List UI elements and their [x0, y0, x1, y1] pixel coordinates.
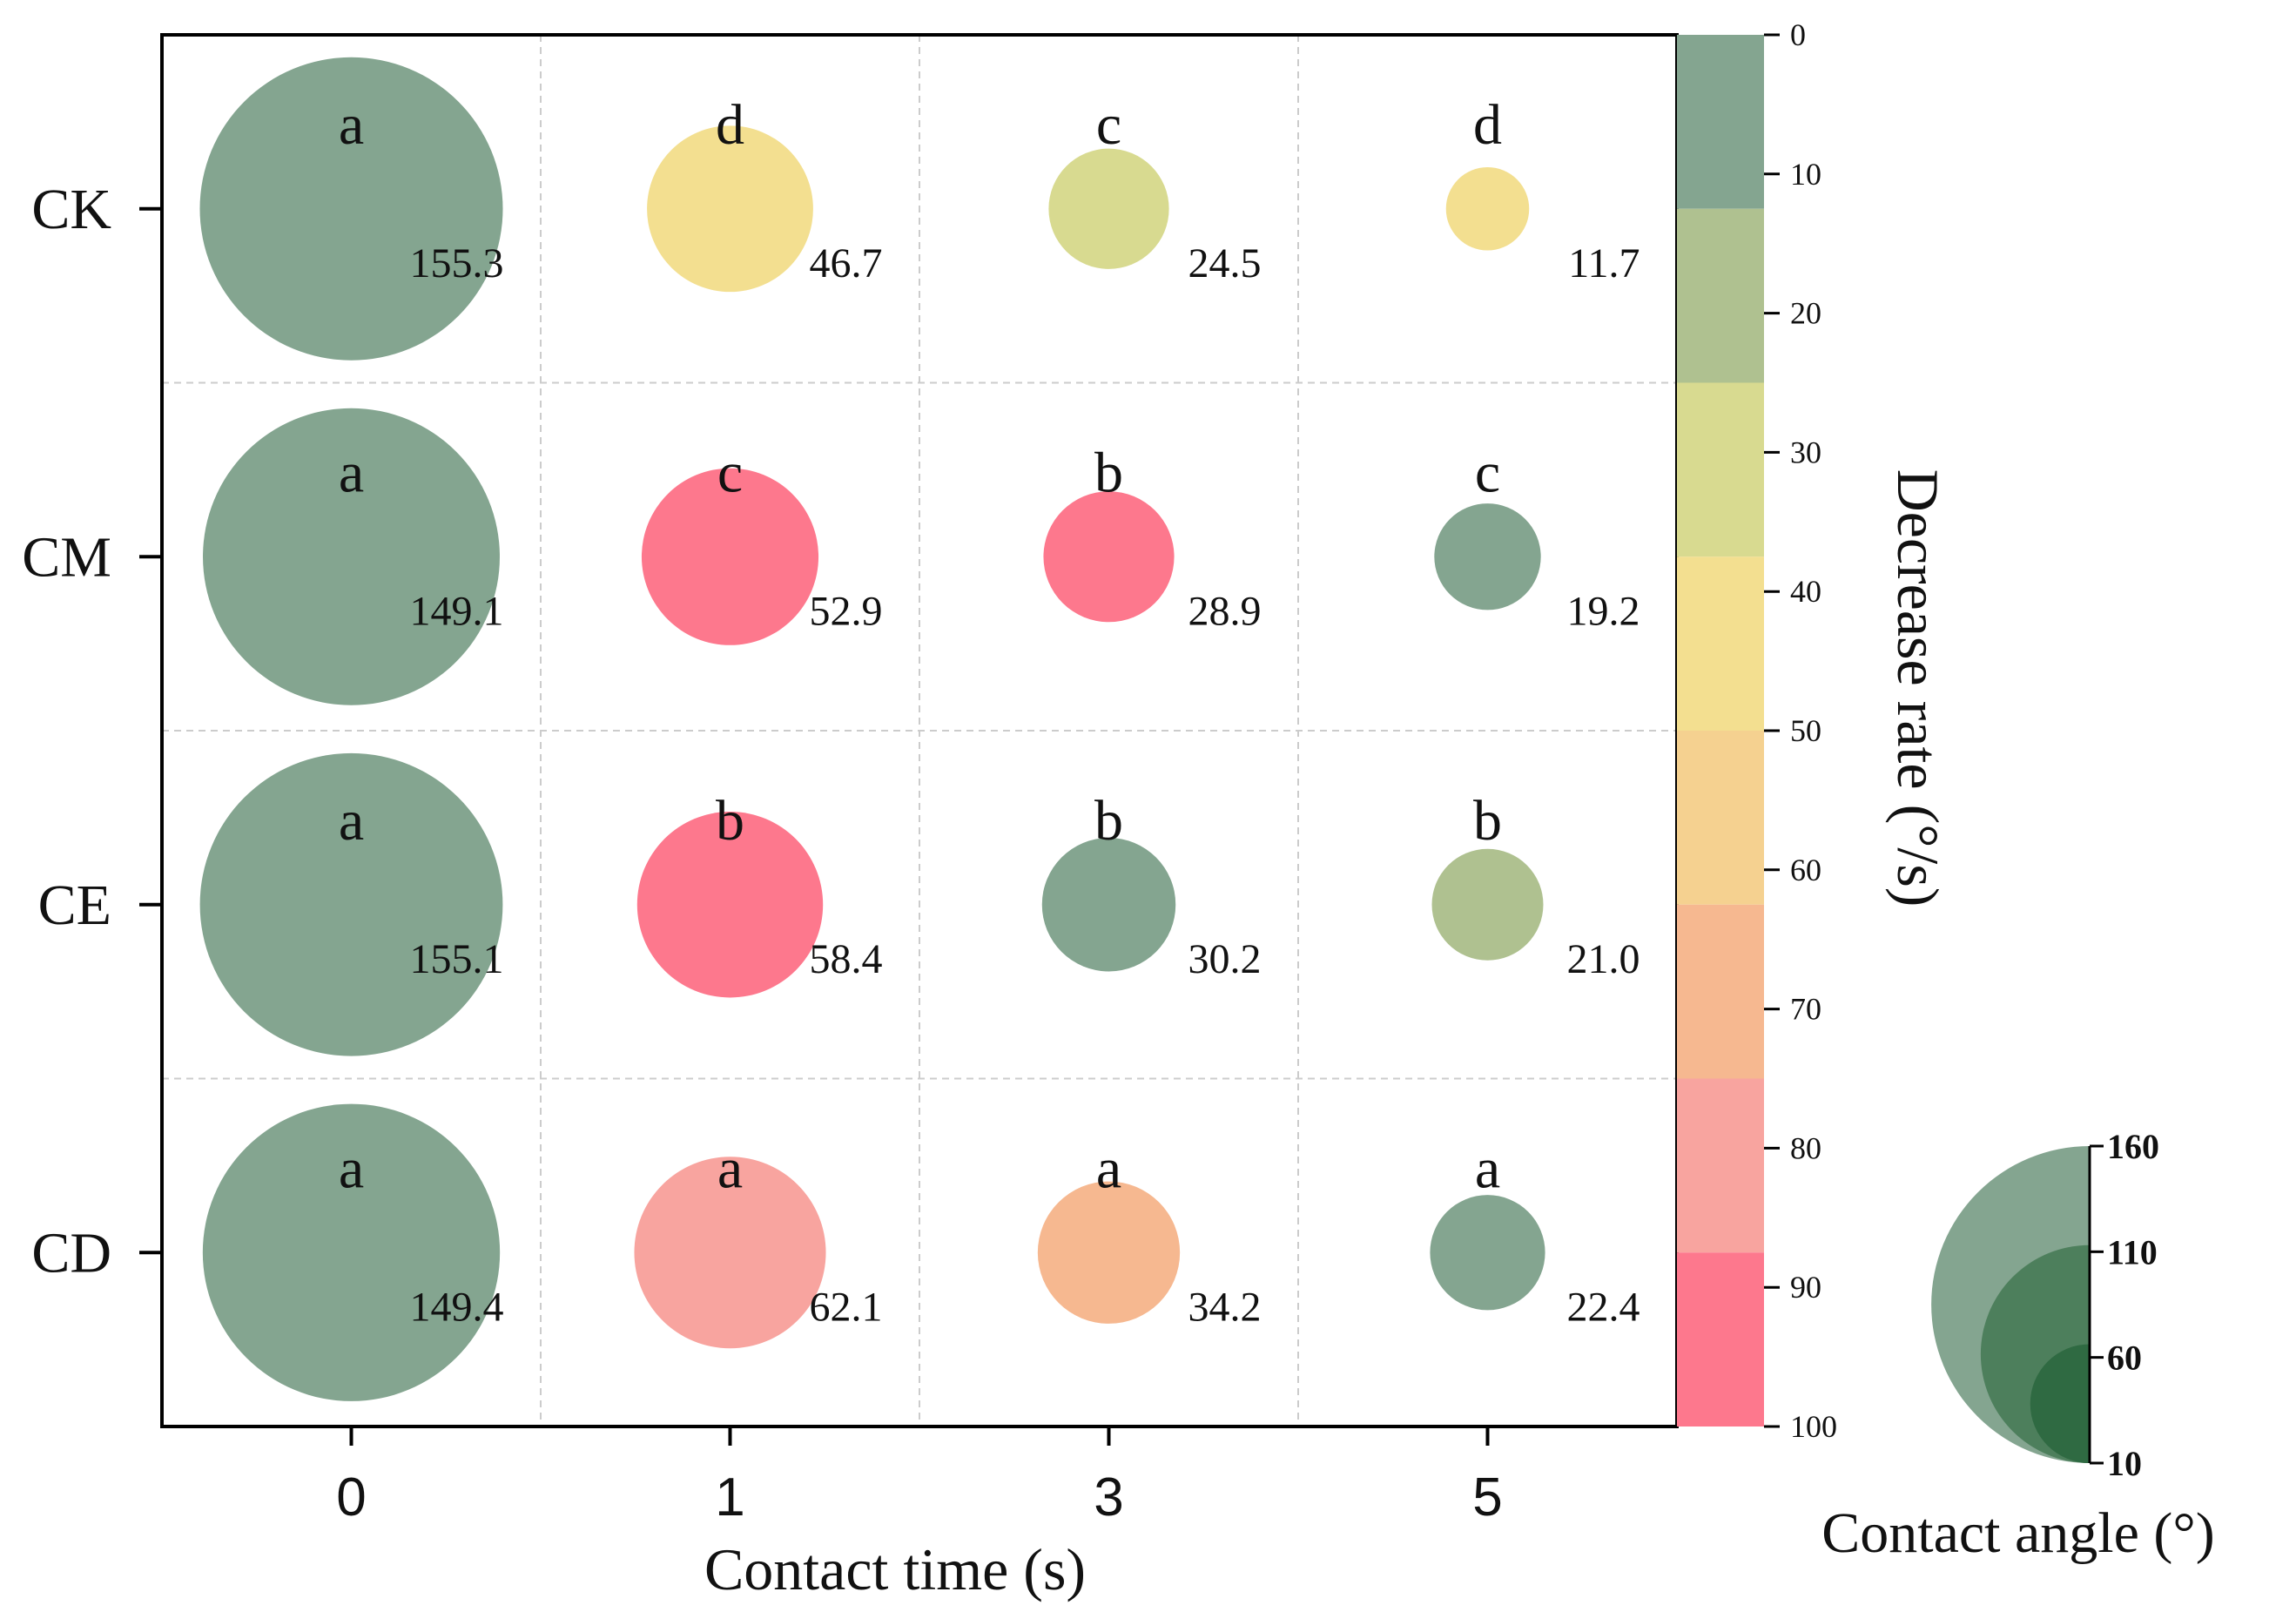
- colorbar-tick-label: 20: [1790, 296, 1821, 331]
- significance-letter: b: [1473, 789, 1502, 853]
- colorbar-band: [1677, 731, 1764, 905]
- colorbar-label: Decrease rate (°/s): [1885, 469, 1951, 907]
- colorbar-tick-label: 90: [1790, 1270, 1821, 1305]
- significance-letter: d: [716, 93, 744, 157]
- bubbles: a 155.3 d 46.7 c 24.5 d 11.7 a 149.1 c 52.9 b 28.9 c 19…: [199, 57, 1640, 1401]
- bubble-CD-3: [1037, 1181, 1181, 1324]
- colorbar-tick-label: 60: [1790, 853, 1821, 887]
- colorbar-tick-label: 10: [1790, 157, 1821, 192]
- significance-letter: a: [1475, 1136, 1500, 1200]
- x-tick-label: 0: [336, 1467, 366, 1528]
- bubble-CK-3: [1048, 148, 1169, 269]
- contact-angle-label: 149.4: [410, 1284, 504, 1330]
- significance-letter: c: [1475, 441, 1500, 504]
- significance-letter: d: [1473, 93, 1502, 157]
- bubble-CM-5: [1434, 503, 1541, 610]
- size-legend: 160 110 60 10: [1931, 1127, 2159, 1483]
- x-tick-label: 3: [1094, 1467, 1123, 1528]
- contact-angle-label: 155.3: [410, 240, 504, 287]
- y-tick-label: CK: [31, 178, 111, 241]
- contact-angle-label: 21.0: [1567, 936, 1640, 982]
- size-legend-tick-label: 60: [2107, 1339, 2142, 1378]
- bubble-CK-0: [199, 57, 503, 361]
- contact-angle-label: 62.1: [810, 1284, 883, 1330]
- colorbar-band: [1677, 382, 1764, 557]
- size-legend-tick-label: 160: [2107, 1127, 2159, 1166]
- axes: 0 1 3 5 CK CM CE CD: [22, 178, 1502, 1528]
- colorbar-band: [1677, 556, 1764, 731]
- contact-angle-label: 11.7: [1568, 240, 1640, 287]
- size-legend-tick-label: 10: [2107, 1444, 2142, 1483]
- significance-letter: a: [339, 1136, 364, 1200]
- contact-angle-label: 52.9: [810, 588, 883, 634]
- y-tick-label: CD: [31, 1221, 111, 1285]
- bubble-CE-5: [1431, 848, 1544, 961]
- bubble-CD-5: [1430, 1195, 1545, 1311]
- significance-letter: a: [1096, 1136, 1121, 1200]
- bubble-CE-3: [1041, 838, 1176, 972]
- size-legend-circle: [2059, 1403, 2090, 1463]
- bubble-CE-1: [636, 812, 824, 998]
- colorbar-tick-label: 0: [1790, 17, 1806, 52]
- y-tick-label: CE: [38, 873, 111, 937]
- bubble-CM-3: [1043, 491, 1175, 623]
- bubble-CD-1: [634, 1157, 826, 1349]
- colorbar-tick-label: 50: [1790, 713, 1821, 748]
- x-tick-label: 5: [1472, 1467, 1502, 1528]
- contact-angle-label: 19.2: [1567, 588, 1640, 634]
- significance-letter: a: [339, 789, 364, 853]
- colorbar-band: [1677, 35, 1764, 209]
- colorbar-band: [1677, 1078, 1764, 1253]
- contact-angle-label: 155.1: [410, 936, 504, 982]
- bubble-CE-0: [199, 752, 503, 1056]
- x-axis-label: Contact time (s): [704, 1536, 1086, 1602]
- colorbar-band: [1677, 208, 1764, 383]
- contact-angle-label: 149.1: [410, 588, 504, 634]
- significance-letter: c: [1096, 93, 1121, 157]
- significance-letter: a: [339, 93, 364, 157]
- colorbar-tick-label: 70: [1790, 992, 1821, 1027]
- significance-letter: b: [1094, 441, 1123, 504]
- contact-angle-label: 24.5: [1188, 240, 1262, 287]
- bubble-CM-1: [641, 468, 819, 645]
- colorbar: 0 10 20 30 40 50 60 70 80 90 100: [1677, 17, 1837, 1444]
- y-tick-label: CM: [22, 525, 111, 589]
- colorbar-band: [1677, 904, 1764, 1079]
- colorbar-tick-label: 40: [1790, 574, 1821, 609]
- colorbar-band: [1677, 1252, 1764, 1427]
- colorbar-tick-label: 30: [1790, 435, 1821, 469]
- bubble-CK-5: [1445, 166, 1530, 251]
- colorbar-tick-label: 80: [1790, 1130, 1821, 1165]
- bubble-CD-0: [202, 1103, 501, 1401]
- significance-letter: a: [339, 441, 364, 504]
- x-tick-label: 1: [715, 1467, 744, 1528]
- significance-letter: c: [717, 441, 743, 504]
- bubble-CK-1: [647, 125, 813, 293]
- contact-angle-label: 34.2: [1188, 1284, 1262, 1330]
- grid-lines: [162, 35, 1677, 1427]
- colorbar-tick-label: 100: [1790, 1409, 1837, 1444]
- significance-letter: b: [716, 789, 744, 853]
- contact-angle-label: 22.4: [1567, 1284, 1640, 1330]
- contact-angle-label: 28.9: [1188, 588, 1262, 634]
- size-legend-title: Contact angle (°): [1821, 1501, 2215, 1565]
- contact-angle-label: 46.7: [810, 240, 883, 287]
- size-legend-tick-label: 110: [2107, 1232, 2158, 1271]
- significance-letter: a: [717, 1136, 743, 1200]
- bubble-CM-0: [203, 408, 500, 705]
- contact-angle-label: 58.4: [810, 936, 883, 982]
- significance-letter: b: [1094, 789, 1123, 853]
- contact-angle-label: 30.2: [1188, 936, 1262, 982]
